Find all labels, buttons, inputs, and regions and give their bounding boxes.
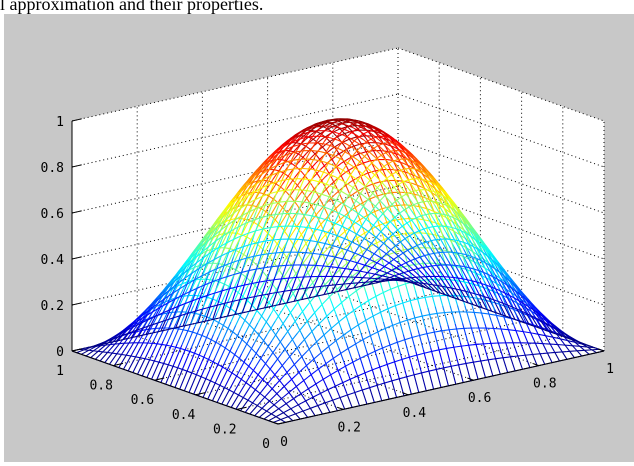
mesh-line-x xyxy=(409,277,414,278)
mesh-line-x xyxy=(432,265,437,266)
mesh-line-y xyxy=(273,266,281,267)
mesh-line-x xyxy=(404,168,409,169)
mesh-line-y xyxy=(570,346,578,347)
y-tick-label: 0.8 xyxy=(89,379,112,394)
mesh-line-y xyxy=(358,277,366,278)
mesh-line-y xyxy=(354,283,362,284)
figure-window: 0 0.2 0.4 0.6 0.8 1 0 0.2 0.4 0.6 0.8 1 0 0.2 0.4 0.6 0.… xyxy=(4,14,634,462)
z-tick-label: 0.2 xyxy=(41,299,64,314)
surface-plot: 0 0.2 0.4 0.6 0.8 1 0 0.2 0.4 0.6 0.8 1 0 0.2 0.4 0.6 0.… xyxy=(4,14,634,462)
x-tick-label: 0.8 xyxy=(533,377,556,392)
y-tick-label: 0.2 xyxy=(213,422,236,437)
y-tick-label: 0.6 xyxy=(131,393,154,408)
x-tick-label: 0.6 xyxy=(468,391,491,406)
mesh-line-y xyxy=(567,351,575,352)
mesh-line-x xyxy=(404,278,409,279)
mesh-line-y xyxy=(362,282,370,283)
caption-text: l approximation and their properties. xyxy=(0,0,634,14)
mesh-line-y xyxy=(370,281,378,282)
y-tick-label: 0.4 xyxy=(172,408,196,423)
mesh-line-y xyxy=(314,265,322,266)
mesh-line-x xyxy=(455,278,460,279)
z-tick-label: 0.6 xyxy=(41,207,64,222)
mesh-line-y xyxy=(303,252,311,253)
x-tick-label: 1 xyxy=(606,362,614,377)
mesh-line-x xyxy=(429,213,434,214)
z-tick-label: 0.4 xyxy=(41,253,65,268)
mesh-line-x xyxy=(435,252,440,253)
mesh-line-y xyxy=(346,283,354,284)
z-tick-label: 0.8 xyxy=(41,161,64,176)
mesh-line-x xyxy=(458,266,463,267)
mesh-line-y xyxy=(285,278,293,279)
mesh-line-y xyxy=(562,345,570,346)
mesh-line-y xyxy=(534,354,542,355)
y-tick-label: 0 xyxy=(262,437,270,452)
mesh-line-y xyxy=(281,201,289,202)
mesh-line-x xyxy=(177,329,182,330)
mesh-line-y xyxy=(293,277,301,278)
y-tick-label: 1 xyxy=(56,364,64,379)
z-tick-label: 0 xyxy=(56,345,64,360)
mesh-line-x xyxy=(427,284,432,285)
mesh-line-x xyxy=(431,226,436,227)
mesh-line-y xyxy=(434,296,442,297)
mesh-line-y xyxy=(451,329,459,330)
mesh-line-y xyxy=(481,343,489,344)
mesh-line-y xyxy=(542,353,550,354)
mesh-line-y xyxy=(296,226,304,227)
mesh-line-y xyxy=(303,168,311,169)
mesh-line-y xyxy=(375,279,383,280)
mesh-line-x xyxy=(427,266,432,267)
x-tick-label: 0.2 xyxy=(337,420,360,435)
z-tick-label: 1 xyxy=(56,115,64,130)
mesh-line-y xyxy=(322,266,330,267)
mesh-line-x xyxy=(154,343,159,344)
x-tick-label: 0 xyxy=(280,435,288,450)
mesh-line-x xyxy=(431,201,436,202)
mesh-line-x xyxy=(416,283,421,284)
mesh-line-y xyxy=(285,190,293,191)
mesh-line-y xyxy=(337,284,345,285)
mesh-line-x xyxy=(424,190,429,191)
mesh-line-y xyxy=(367,278,375,279)
mesh-line-y xyxy=(275,239,283,240)
mesh-line-x xyxy=(449,239,454,240)
mesh-line-y xyxy=(471,312,479,313)
mesh-line-y xyxy=(292,213,300,214)
x-tick-label: 0.4 xyxy=(403,406,427,421)
mesh-line-x xyxy=(421,283,426,284)
mesh-line-x xyxy=(450,277,455,278)
